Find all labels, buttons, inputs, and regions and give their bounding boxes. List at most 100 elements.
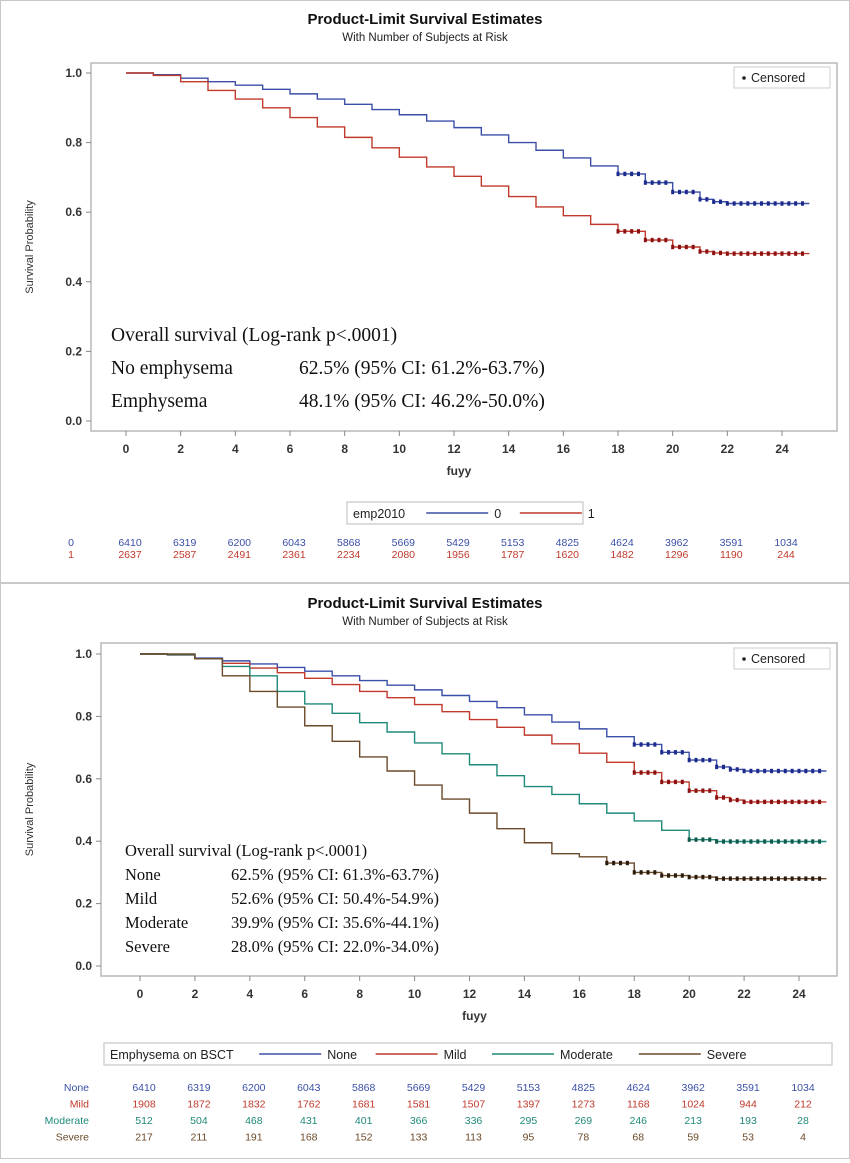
censored-dot-icon <box>742 657 746 661</box>
x-tick-label: 20 <box>682 987 696 1001</box>
survival-panel-bsct: Product-Limit Survival Estimates With Num… <box>0 583 850 1159</box>
km-chart-bsct: Product-Limit Survival Estimates With Num… <box>24 595 838 1144</box>
x-axis-label: fuyy <box>462 1009 487 1023</box>
censor-mark <box>749 799 753 805</box>
risk-count: 366 <box>410 1115 428 1127</box>
censor-mark <box>625 860 629 866</box>
risk-count: 1762 <box>297 1099 321 1111</box>
risk-count: 5429 <box>462 1082 486 1094</box>
censor-mark <box>790 799 794 805</box>
risk-count: 1273 <box>572 1099 596 1111</box>
annotation-value: 28.0% (95% CI: 22.0%-34.0%) <box>231 937 439 956</box>
censor-mark <box>783 799 787 805</box>
risk-count: 68 <box>632 1132 644 1144</box>
risk-count: 3962 <box>681 1082 705 1094</box>
censor-mark <box>715 795 719 800</box>
censor-mark <box>698 197 702 202</box>
legend-label-moderate: Moderate <box>560 1048 613 1062</box>
censor-mark <box>776 876 780 881</box>
y-axis-label: Survival Probability <box>24 200 36 294</box>
censor-mark <box>687 837 691 842</box>
censor-mark <box>756 768 760 774</box>
censor-mark <box>749 876 753 881</box>
risk-count: 193 <box>739 1115 757 1127</box>
censor-mark <box>742 799 746 805</box>
risk-count: 3962 <box>665 537 689 549</box>
legend-label-severe: Severe <box>707 1048 747 1062</box>
x-tick-label: 12 <box>463 987 477 1001</box>
x-tick-label: 24 <box>792 987 806 1001</box>
risk-count: 1832 <box>242 1099 266 1111</box>
censor-mark <box>749 768 753 774</box>
censor-mark <box>811 839 815 844</box>
legend-label-1: 1 <box>588 507 595 521</box>
risk-count: 1787 <box>501 549 525 561</box>
censor-mark <box>721 764 725 770</box>
censor-mark <box>753 201 757 206</box>
risk-count: 6319 <box>173 537 197 549</box>
risk-count: 5153 <box>517 1082 541 1094</box>
risk-count: 4 <box>800 1132 806 1144</box>
censor-mark <box>673 873 677 878</box>
censor-mark <box>630 229 634 234</box>
risk-count: 1908 <box>132 1099 156 1111</box>
risk-count: 4825 <box>556 537 580 549</box>
censor-marks-none <box>632 742 822 774</box>
censor-mark <box>725 251 729 256</box>
censor-mark <box>694 757 698 763</box>
annotation-header: Overall survival (Log-rank p<.0001) <box>111 325 397 346</box>
censor-mark <box>739 201 743 206</box>
censor-mark <box>746 251 750 256</box>
risk-count: 78 <box>577 1132 589 1144</box>
censor-mark <box>776 768 780 774</box>
censor-mark <box>684 189 688 195</box>
survival-curve-moderate <box>140 653 827 843</box>
risk-count: 152 <box>355 1132 373 1144</box>
censor-mark <box>794 251 798 256</box>
censor-mark <box>623 229 627 234</box>
risk-count: 59 <box>687 1132 699 1144</box>
risk-count: 468 <box>245 1115 263 1127</box>
risk-count: 6043 <box>282 537 306 549</box>
censor-mark <box>632 770 636 775</box>
risk-count: 4624 <box>610 537 634 549</box>
censor-mark <box>728 839 732 844</box>
censor-mark <box>691 189 695 195</box>
censor-mark <box>701 788 705 793</box>
censor-mark <box>705 249 709 254</box>
censor-mark <box>749 839 753 844</box>
censor-mark <box>680 779 684 785</box>
risk-count: 1397 <box>517 1099 541 1111</box>
annotation-label: Moderate <box>125 913 188 932</box>
censor-mark <box>673 779 677 785</box>
y-tick-label: 0.2 <box>65 344 82 358</box>
censor-mark <box>742 876 746 881</box>
censor-marks-moderate <box>687 837 822 844</box>
annotation-value: 52.6% (95% CI: 50.4%-54.9%) <box>231 889 439 908</box>
censor-mark <box>780 251 784 256</box>
risk-count: 28 <box>797 1115 809 1127</box>
censor-mark <box>770 839 774 844</box>
risk-row-label: 1 <box>68 549 74 561</box>
censor-mark <box>797 799 801 805</box>
risk-count: 269 <box>575 1115 593 1127</box>
risk-count: 6410 <box>132 1082 156 1094</box>
censor-mark <box>671 244 675 250</box>
chart-subtitle: With Number of Subjects at Risk <box>342 32 508 44</box>
censor-mark <box>756 839 760 844</box>
censor-mark <box>632 870 636 875</box>
risk-count: 336 <box>465 1115 483 1127</box>
censor-mark <box>643 180 647 185</box>
censor-mark <box>667 873 671 878</box>
risk-count: 217 <box>135 1132 153 1144</box>
censor-mark <box>646 770 650 775</box>
risk-count: 504 <box>190 1115 208 1127</box>
risk-count: 5153 <box>501 537 525 549</box>
censor-mark <box>664 237 668 243</box>
legend-label-mild: Mild <box>444 1048 467 1062</box>
risk-count: 431 <box>300 1115 318 1127</box>
x-tick-label: 4 <box>232 442 239 456</box>
censor-mark <box>763 876 767 881</box>
censor-mark <box>746 201 750 206</box>
risk-count: 1034 <box>774 537 798 549</box>
